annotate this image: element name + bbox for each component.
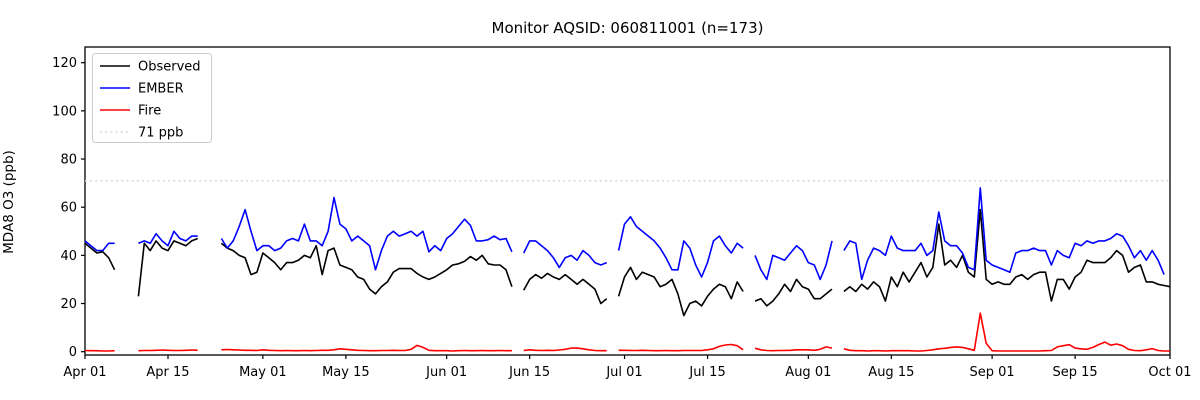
y-tick-label: 20 xyxy=(60,297,77,312)
legend: Observed EMBER Fire 71 ppb xyxy=(92,53,212,143)
ember-line xyxy=(84,187,1165,281)
y-tick-label: 80 xyxy=(60,153,77,168)
x-tick-label: Jul 01 xyxy=(605,365,642,380)
y-tick-label: 100 xyxy=(52,104,77,119)
plot-frame xyxy=(84,46,1171,356)
y-tick-label: 60 xyxy=(60,201,77,216)
x-tick-label: Aug 01 xyxy=(785,365,831,380)
x-tick-label: Jun 15 xyxy=(508,365,550,380)
legend-item-fire: Fire xyxy=(100,104,161,119)
x-axis-ticks: Apr 01 Apr 15 May 01 May 15 Jun 01 Jun 15 Jul … xyxy=(63,355,1192,380)
chart-title: Monitor AQSID: 060811001 (n=173) xyxy=(491,19,764,37)
x-tick-label: Sep 15 xyxy=(1053,365,1098,380)
legend-box xyxy=(92,53,212,143)
legend-label: Fire xyxy=(138,104,161,119)
y-axis-ticks: 0 20 40 60 80 100 120 xyxy=(52,56,85,360)
legend-item-observed: Observed xyxy=(100,60,201,75)
x-tick-label: Jul 15 xyxy=(688,365,725,380)
legend-item-71-ppb: 71 ppb xyxy=(100,126,183,141)
fire-line xyxy=(84,312,1170,352)
x-tick-label: Sep 01 xyxy=(970,365,1015,380)
x-tick-label: May 15 xyxy=(322,365,370,380)
y-tick-label: 40 xyxy=(60,249,77,264)
y-tick-label: 120 xyxy=(52,56,77,71)
x-tick-label: Oct 01 xyxy=(1148,365,1191,380)
x-tick-label: Apr 01 xyxy=(63,365,106,380)
x-tick-label: Aug 15 xyxy=(868,365,914,380)
x-tick-label: Jun 01 xyxy=(425,365,467,380)
legend-item-ember: EMBER xyxy=(100,82,184,97)
legend-label: EMBER xyxy=(138,82,184,97)
observed-line xyxy=(84,208,1171,317)
x-tick-label: May 01 xyxy=(239,365,287,380)
legend-label: 71 ppb xyxy=(138,126,183,141)
y-axis-label: MDA8 O3 (ppb) xyxy=(1,150,17,254)
y-tick-label: 0 xyxy=(69,345,77,360)
legend-label: Observed xyxy=(138,60,201,75)
x-tick-label: Apr 15 xyxy=(146,365,189,380)
